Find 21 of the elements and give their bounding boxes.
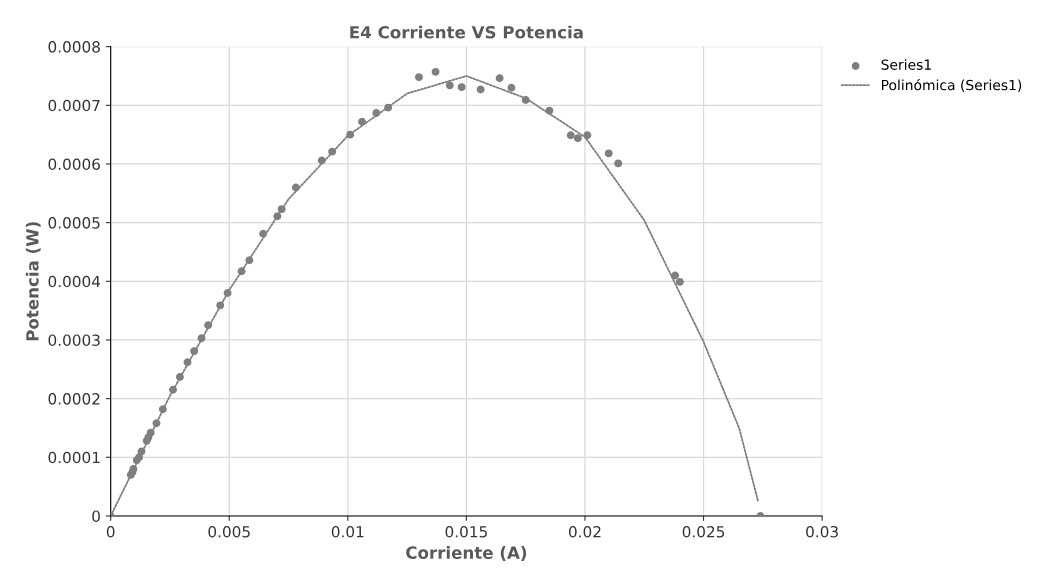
y-tick-label: 0.0004 (48, 275, 101, 288)
x-tick-label: 0.005 (208, 525, 250, 538)
chart-title: E4 Corriente VS Potencia (350, 25, 583, 39)
y-tick-label: 0.0008 (48, 41, 100, 53)
y-tick-label: 0.0006 (48, 158, 100, 170)
legend-label: Polinómica (Series1) (881, 78, 1022, 92)
x-tick-label: 0.025 (682, 525, 725, 538)
y-tick-label: 0.0001 (48, 451, 100, 464)
y-tick-label: 0 (92, 510, 100, 522)
x-tick-label: 0.01 (331, 525, 364, 538)
y-tick-label: 0.0002 (48, 393, 100, 405)
y-tick-label: 0.0003 (48, 334, 100, 346)
y-axis-title: Potencia (W) (25, 222, 41, 341)
x-tick-label: 0.015 (445, 525, 487, 538)
x-tick-label: 0 (106, 525, 115, 538)
x-tick-label: 0.02 (568, 525, 601, 538)
x-axis-title: Corriente (A) (406, 546, 527, 561)
legend-label: Series1 (881, 59, 931, 70)
y-tick-label: 0.0005 (48, 217, 100, 229)
x-tick-label: 0.03 (806, 525, 838, 538)
y-tick-label: 0.0007 (48, 99, 100, 112)
